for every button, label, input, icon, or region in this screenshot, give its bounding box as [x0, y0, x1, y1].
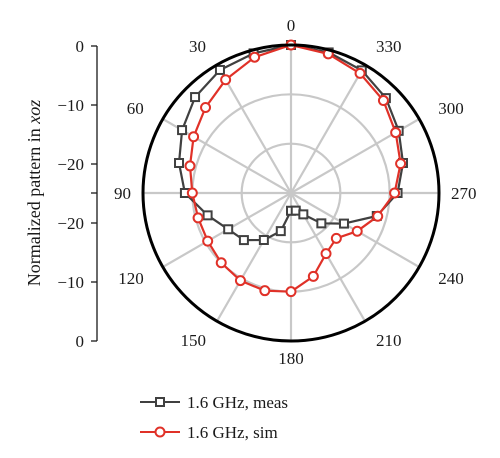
radial-tick-label: 0	[76, 332, 85, 351]
data-point-circle	[215, 257, 227, 269]
grid-spoke	[216, 192, 292, 322]
data-point-circle	[186, 187, 198, 199]
radial-axis: 0 −10 −20 −20 −10 0 Normalized pattern i…	[24, 37, 98, 351]
angle-tick-label: 90	[114, 184, 131, 203]
data-point-square	[202, 210, 213, 221]
data-point-circle	[184, 160, 196, 172]
legend-label: 1.6 GHz, sim	[187, 423, 278, 442]
angle-tick-label: 60	[127, 99, 144, 118]
data-point-circle	[354, 67, 366, 79]
data-point-circle	[202, 235, 214, 247]
data-point-square	[338, 218, 349, 229]
angle-tick-label: 150	[181, 331, 207, 350]
polar-outer-ring	[141, 43, 441, 343]
data-point-square	[316, 218, 327, 229]
data-point-circle	[372, 210, 384, 222]
angle-tick-label: 240	[438, 269, 464, 288]
data-point-square	[298, 209, 309, 220]
data-point-square	[223, 224, 234, 235]
data-point-square	[190, 92, 201, 103]
data-point-circle	[188, 131, 200, 143]
data-point-circle	[351, 225, 363, 237]
data-point-circle	[390, 127, 402, 139]
data-point-circle	[259, 285, 271, 297]
angle-tick-label: 30	[189, 37, 206, 56]
angle-tick-label: 180	[278, 349, 304, 368]
series-sim	[184, 39, 407, 298]
angle-tick-label: 300	[438, 99, 464, 118]
data-point-square	[238, 235, 249, 246]
legend: 1.6 GHz, meas 1.6 GHz, sim	[140, 393, 288, 442]
radial-tick-label: −10	[57, 273, 84, 292]
data-point-circle	[285, 286, 297, 298]
legend-label: 1.6 GHz, meas	[187, 393, 288, 412]
data-series	[174, 39, 408, 298]
data-point-square	[174, 157, 185, 168]
data-point-circle	[200, 102, 212, 114]
radial-tick-label: −10	[57, 96, 84, 115]
legend-marker-square	[155, 397, 165, 407]
angle-tick-label: 210	[376, 331, 402, 350]
data-point-square	[177, 125, 188, 136]
legend-entry-sim: 1.6 GHz, sim	[140, 423, 278, 442]
angle-tick-label: 330	[376, 37, 402, 56]
grid-spoke	[216, 64, 292, 194]
data-point-circle	[307, 270, 319, 282]
data-point-circle	[395, 158, 407, 170]
data-point-circle	[249, 51, 261, 63]
angle-tick-label: 270	[451, 184, 477, 203]
data-point-circle	[192, 212, 204, 224]
grid-spoke	[290, 64, 366, 194]
data-point-circle	[220, 74, 232, 86]
angle-tick-label: 120	[118, 269, 144, 288]
angle-tick-labels: 0 30 60 90 120 150 180 210 240 270 300 330	[114, 16, 477, 368]
radial-tick-label: −20	[57, 155, 84, 174]
data-point-circle	[377, 95, 389, 107]
data-point-circle	[330, 232, 342, 244]
legend-marker-circle	[154, 426, 166, 438]
data-point-circle	[320, 248, 332, 260]
legend-entry-meas: 1.6 GHz, meas	[140, 393, 288, 412]
data-point-circle	[234, 275, 246, 287]
data-point-square	[214, 64, 225, 75]
angle-tick-label: 0	[287, 16, 296, 35]
radial-axis-title: Normalized pattern in xoz	[24, 100, 44, 286]
data-point-square	[275, 226, 286, 237]
data-point-circle	[389, 187, 401, 199]
data-point-square	[258, 234, 269, 245]
radial-tick-label: −20	[57, 214, 84, 233]
radial-tick-label: 0	[76, 37, 85, 56]
